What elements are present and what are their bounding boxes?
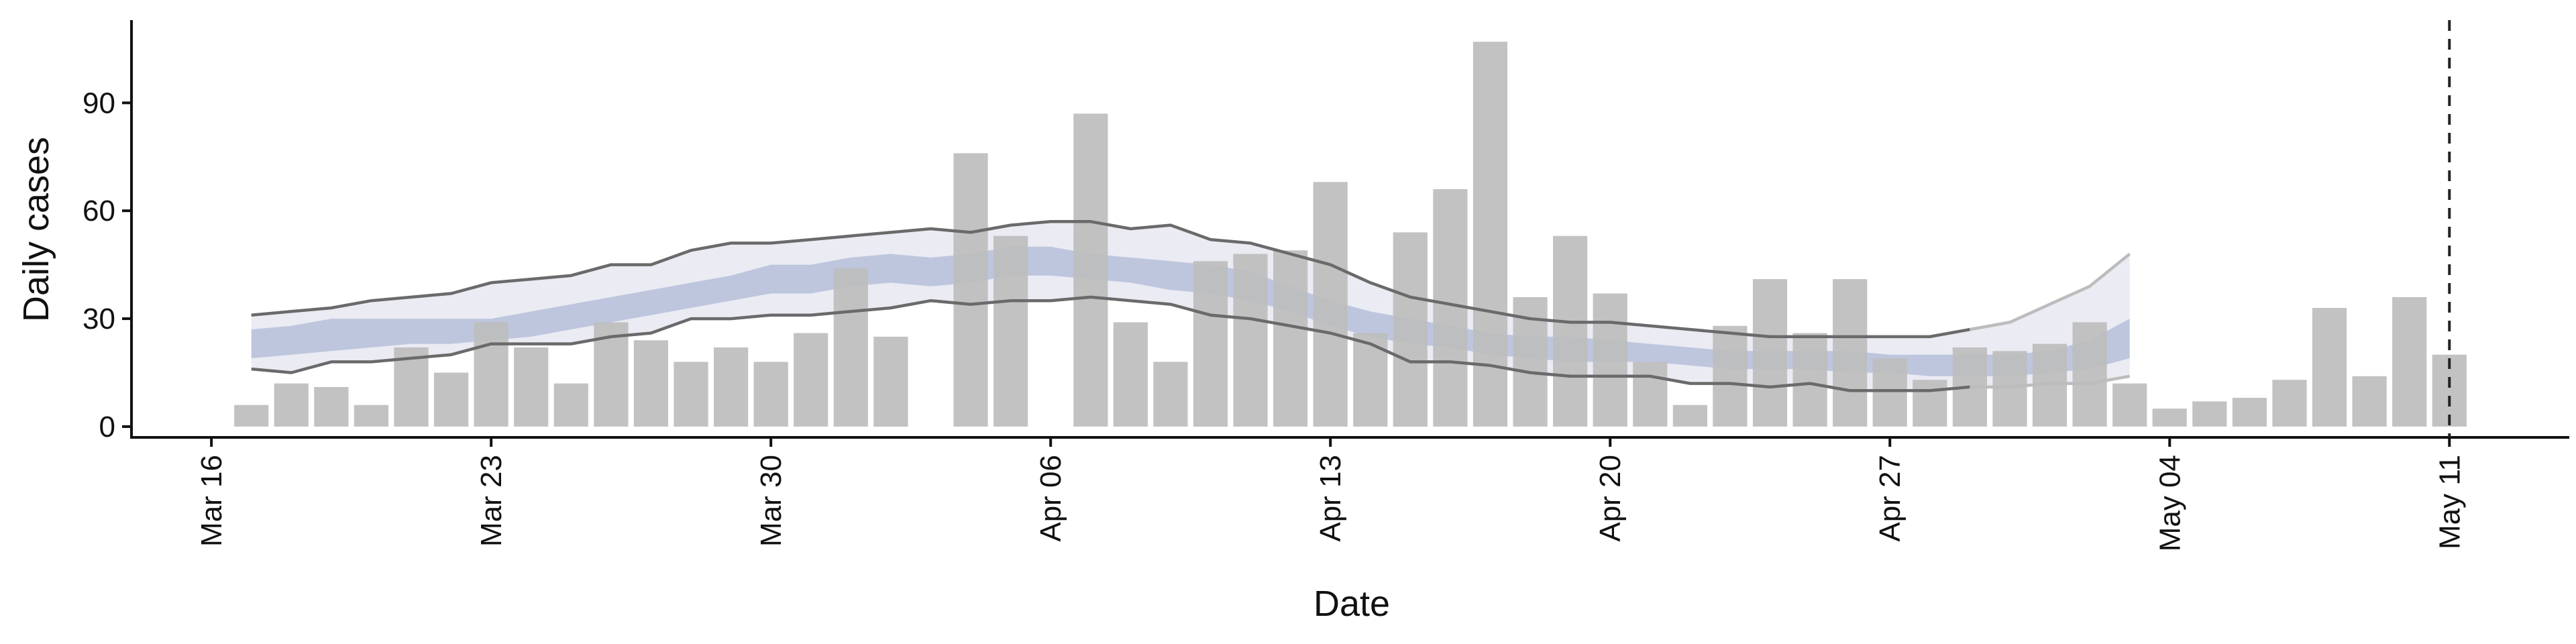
- bar-2020-04-02: [873, 336, 908, 427]
- bar-2020-03-18: [274, 383, 309, 427]
- x-tick-label-2020-03-16: Mar 16: [195, 455, 228, 547]
- bar-2020-05-07: [2272, 380, 2307, 427]
- bar-2020-04-22: [1672, 405, 1707, 427]
- bar-2020-05-06: [2232, 398, 2267, 427]
- forecast-bands: [251, 221, 2130, 391]
- bar-2020-04-07: [1073, 113, 1108, 427]
- bar-2020-03-23: [474, 322, 508, 427]
- x-axis-title: Date: [1313, 584, 1390, 624]
- band-50-area: [251, 246, 2130, 376]
- bar-2020-04-08: [1113, 322, 1148, 427]
- lower-quantile-line: [251, 295, 1970, 392]
- bar-2020-05-05: [2192, 401, 2227, 427]
- x-tick-label-2020-03-23: Mar 23: [475, 455, 508, 547]
- bar-2020-05-09: [2352, 376, 2387, 427]
- bar-2020-04-30: [1992, 351, 2027, 427]
- upper-quantile-line-forecast: [1970, 252, 2131, 331]
- bar-2020-04-15: [1393, 232, 1428, 427]
- x-tick-label-2020-05-11: May 11: [2433, 455, 2466, 549]
- bar-2020-03-19: [314, 386, 349, 427]
- x-tick-label-2020-03-30: Mar 30: [755, 455, 788, 547]
- bar-2020-03-29: [714, 347, 749, 427]
- bar-2020-04-13: [1313, 182, 1348, 427]
- bar-2020-04-04: [953, 153, 988, 427]
- bar-2020-05-10: [2392, 297, 2427, 427]
- x-tick-label-2020-04-13: Apr 13: [1314, 455, 1347, 542]
- y-tick-label-0: 0: [99, 411, 115, 443]
- bar-2020-03-20: [354, 405, 388, 427]
- quantile-lines: [251, 220, 2131, 392]
- bar-2020-04-16: [1433, 189, 1468, 427]
- bar-2020-03-27: [633, 340, 668, 427]
- bar-2020-04-20: [1593, 293, 1627, 427]
- bar-2020-04-27: [1872, 358, 1907, 427]
- bar-2020-03-25: [553, 383, 588, 427]
- upper-quantile-line: [251, 220, 1970, 339]
- bar-2020-03-30: [753, 362, 788, 427]
- bar-2020-04-21: [1633, 362, 1668, 427]
- bar-2020-04-14: [1353, 333, 1388, 427]
- axes: 0 30 60 90 Mar 16 Mar 23 Mar 30 Apr 06 Apr 13 Apr…: [83, 20, 2569, 551]
- bar-2020-04-01: [833, 268, 868, 427]
- bar-2020-03-28: [674, 362, 708, 427]
- bar-2020-04-12: [1273, 250, 1308, 427]
- y-axis-title: Daily cases: [16, 137, 56, 322]
- bar-2020-05-02: [2072, 322, 2107, 427]
- bar-2020-05-08: [2312, 308, 2347, 427]
- y-tick-label-30: 30: [83, 303, 115, 335]
- bar-2020-04-05: [994, 235, 1028, 427]
- x-tick-label-2020-05-04: May 04: [2153, 455, 2186, 551]
- bar-2020-04-28: [1913, 380, 1947, 427]
- x-tick-label-2020-04-27: Apr 27: [1874, 455, 1907, 542]
- bar-2020-04-26: [1833, 279, 1868, 427]
- bar-2020-03-17: [234, 405, 269, 427]
- bar-2020-04-17: [1472, 42, 1508, 427]
- bar-2020-04-09: [1153, 362, 1188, 427]
- lower-quantile-line-forecast: [1970, 374, 2131, 389]
- bar-2020-05-04: [2152, 409, 2187, 427]
- bar-2020-04-25: [1792, 333, 1827, 427]
- bar-2020-03-22: [434, 372, 469, 427]
- bar-2020-04-10: [1193, 261, 1228, 427]
- bar-2020-03-31: [794, 333, 828, 427]
- y-tick-label-60: 60: [83, 195, 115, 227]
- bar-2020-04-11: [1233, 254, 1268, 427]
- bar-2020-05-03: [2112, 383, 2147, 427]
- bar-2020-04-23: [1713, 325, 1748, 427]
- bar-2020-03-24: [514, 347, 549, 427]
- bar-2020-04-24: [1752, 279, 1788, 427]
- x-tick-label-2020-04-06: Apr 06: [1034, 455, 1067, 542]
- daily-case-bars: [234, 42, 2467, 427]
- y-tick-label-90: 90: [83, 87, 115, 119]
- bar-2020-04-19: [1553, 235, 1588, 427]
- x-tick-label-2020-04-20: Apr 20: [1594, 455, 1627, 542]
